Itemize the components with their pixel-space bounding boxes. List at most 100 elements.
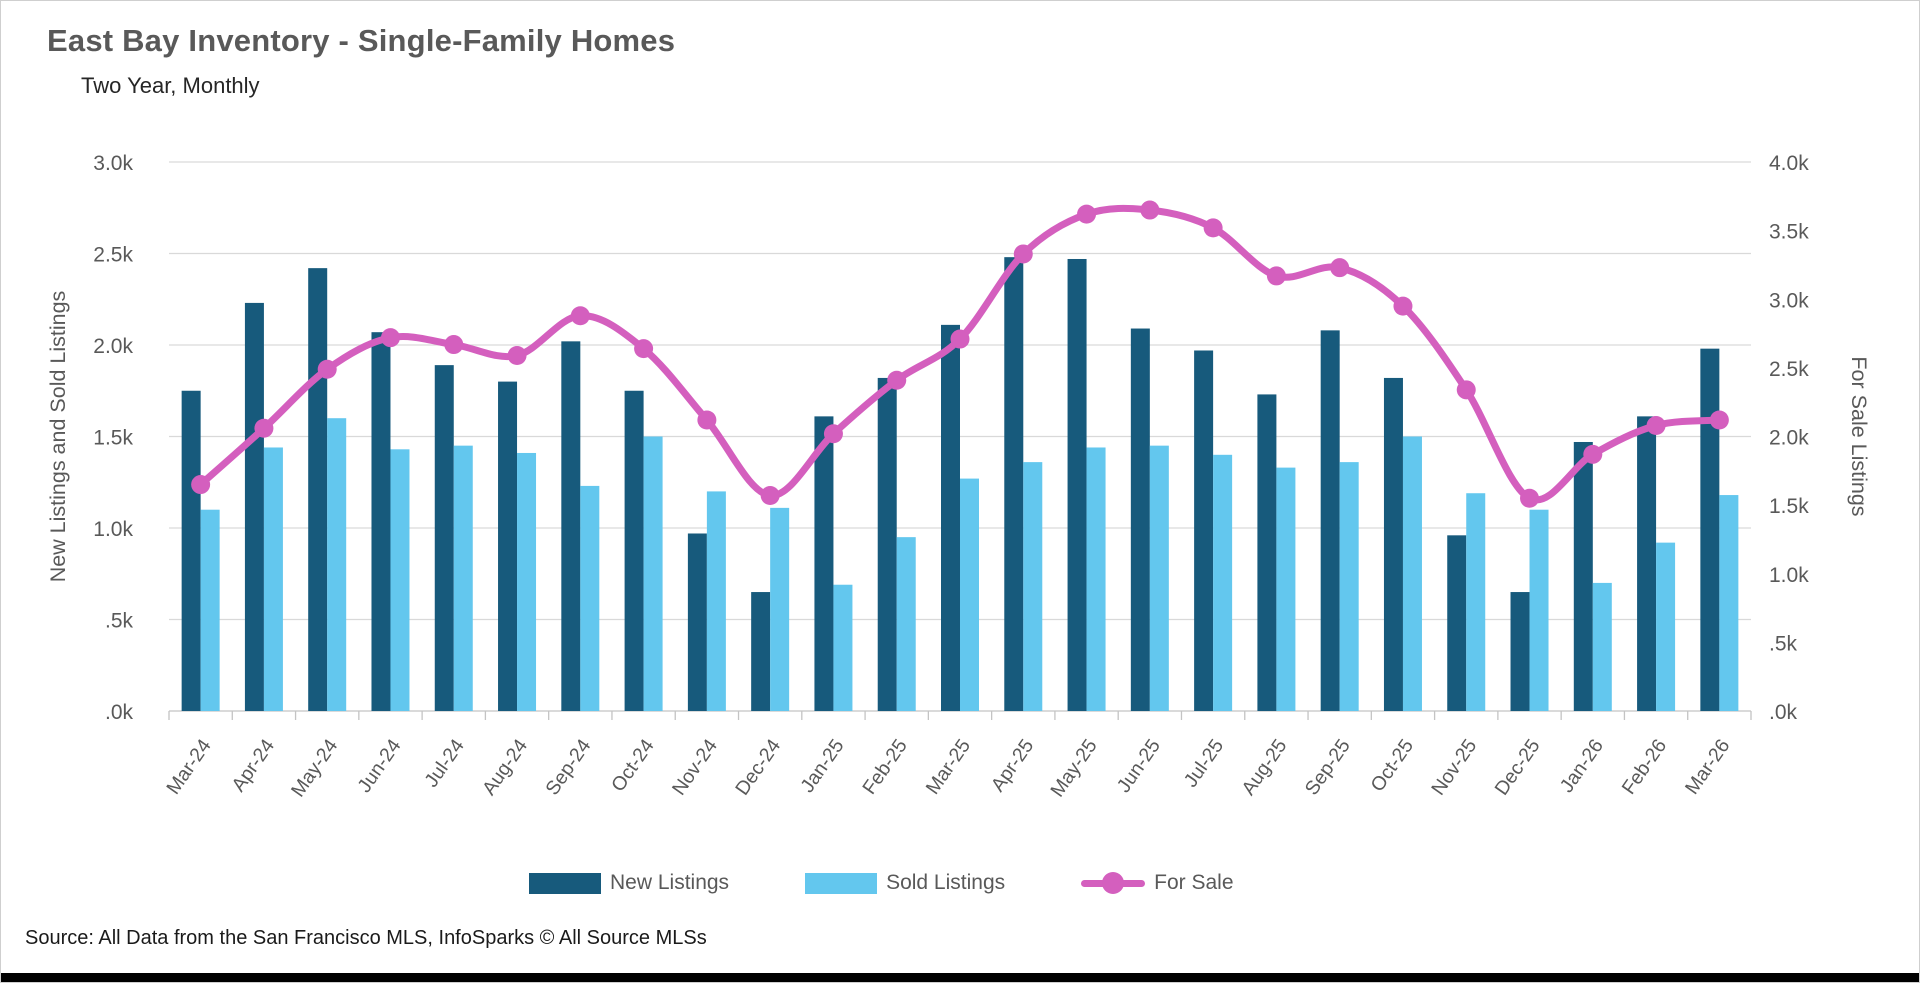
bar-sold-listings: [390, 449, 410, 711]
x-axis-month-label: Jun-25: [1113, 735, 1165, 797]
for-sale-point: [950, 329, 970, 349]
legend-item-for-sale: For Sale: [1081, 871, 1234, 895]
for-sale-point: [1709, 410, 1729, 430]
legend-item-new-listings: New Listings: [529, 871, 729, 895]
bar-new-listings: [687, 533, 707, 711]
x-axis-month-label: Dec-24: [731, 735, 785, 799]
for-sale-point: [570, 306, 590, 326]
right-axis-tick-label: 4.0k: [1769, 152, 1809, 175]
right-axis-tick-label: .0k: [1769, 701, 1798, 724]
x-axis-month-label: Nov-25: [1427, 735, 1481, 799]
x-axis-month-label: Aug-25: [1237, 735, 1291, 799]
for-sale-point: [1013, 244, 1033, 264]
left-axis-title: New Listings and Sold Listings: [46, 291, 70, 583]
right-axis-tick-label: .5k: [1769, 632, 1798, 655]
for-sale-point: [1520, 488, 1540, 508]
bar-new-listings: [1383, 377, 1403, 711]
bar-sold-listings: [1402, 436, 1422, 711]
new-listings-swatch-icon: [529, 872, 601, 894]
bar-sold-listings: [896, 537, 916, 711]
chart-subtitle: Two Year, Monthly: [81, 73, 260, 98]
x-axis-month-label: Mar-26: [1681, 735, 1734, 798]
legend-label: For Sale: [1154, 871, 1234, 894]
bar-sold-listings: [517, 452, 537, 711]
bar-sold-listings: [1339, 462, 1359, 711]
left-axis-tick-label: 3.0k: [93, 152, 133, 175]
for-sale-point: [1140, 200, 1160, 220]
x-axis-month-label: Oct-24: [607, 735, 659, 796]
for-sale-point: [317, 359, 337, 379]
bar-new-listings: [1637, 416, 1657, 711]
for-sale-point: [1266, 266, 1286, 286]
bar-new-listings: [181, 390, 201, 711]
bar-new-listings: [308, 268, 328, 711]
left-axis-tick-label: 2.5k: [93, 244, 133, 267]
bar-new-listings: [434, 365, 454, 711]
x-axis-month-label: Jan-26: [1556, 735, 1608, 796]
right-axis-tick-label: 3.0k: [1769, 289, 1809, 312]
bar-sold-listings: [643, 436, 663, 711]
bar-sold-listings: [1276, 467, 1296, 711]
for-sale-point: [1330, 258, 1350, 278]
bar-new-listings: [1194, 350, 1214, 711]
right-axis-tick-label: 2.0k: [1769, 427, 1809, 450]
bar-sold-listings: [706, 491, 726, 711]
for-sale-point: [760, 486, 780, 506]
for-sale-point: [1583, 444, 1603, 464]
bar-new-listings: [1257, 394, 1277, 711]
for-sale-point: [1646, 416, 1666, 436]
for-sale-line-swatch-icon: [1081, 872, 1146, 894]
legend-label: New Listings: [610, 871, 730, 894]
bar-sold-listings: [1719, 495, 1739, 711]
bar-sold-listings: [1149, 445, 1169, 711]
x-axis-month-label: Dec-25: [1491, 735, 1545, 799]
right-axis-title: For Sale Listings: [1847, 356, 1871, 516]
bar-new-listings: [1573, 441, 1593, 711]
bar-sold-listings: [1213, 454, 1233, 711]
for-sale-point: [380, 328, 400, 348]
for-sale-point: [634, 339, 654, 359]
left-axis-tick-label: 1.0k: [93, 518, 133, 541]
bar-sold-listings: [1086, 447, 1106, 711]
left-axis-tick-label: .5k: [105, 610, 134, 633]
bar-sold-listings: [580, 485, 600, 711]
for-sale-point: [1456, 380, 1476, 400]
x-axis-month-label: Mar-25: [922, 735, 976, 798]
legend-label: Sold Listings: [886, 871, 1006, 894]
bar-sold-listings: [1656, 542, 1676, 711]
legend-item-sold-listings: Sold Listings: [805, 871, 1005, 895]
bar-new-listings: [624, 390, 644, 711]
right-axis-tick-label: 3.5k: [1769, 221, 1809, 244]
x-axis-month-label: Jul-24: [420, 735, 469, 791]
x-axis-month-label: May-25: [1046, 735, 1101, 801]
bar-new-listings: [814, 416, 834, 711]
right-axis-tick-label: 2.5k: [1769, 358, 1809, 381]
left-axis-tick-label: 2.0k: [93, 335, 133, 358]
bar-sold-listings: [770, 507, 790, 711]
right-axis-tick-label: 1.0k: [1769, 564, 1809, 587]
for-sale-point: [887, 370, 907, 390]
for-sale-point: [1393, 296, 1413, 316]
bottom-black-bar: [1, 973, 1919, 982]
bar-sold-listings: [1529, 509, 1549, 711]
for-sale-point: [697, 410, 717, 430]
bar-new-listings: [1700, 348, 1720, 711]
x-axis-month-label: Apr-25: [987, 735, 1039, 796]
right-axis-tick-label: 1.5k: [1769, 495, 1809, 518]
bar-new-listings: [1447, 535, 1467, 711]
bar-new-listings: [1510, 592, 1530, 711]
bar-new-listings: [371, 332, 391, 711]
bar-sold-listings: [833, 584, 853, 711]
bar-sold-listings: [453, 445, 473, 711]
x-axis-month-label: Oct-25: [1366, 735, 1418, 796]
bar-sold-listings: [1592, 582, 1612, 711]
bar-sold-listings: [1023, 462, 1043, 711]
for-sale-point: [1077, 204, 1097, 224]
for-sale-point: [191, 475, 211, 495]
x-axis-month-label: May-24: [287, 735, 342, 801]
x-axis-month-label: Nov-24: [668, 735, 722, 799]
bar-sold-listings: [960, 478, 979, 711]
for-sale-point: [444, 335, 464, 355]
